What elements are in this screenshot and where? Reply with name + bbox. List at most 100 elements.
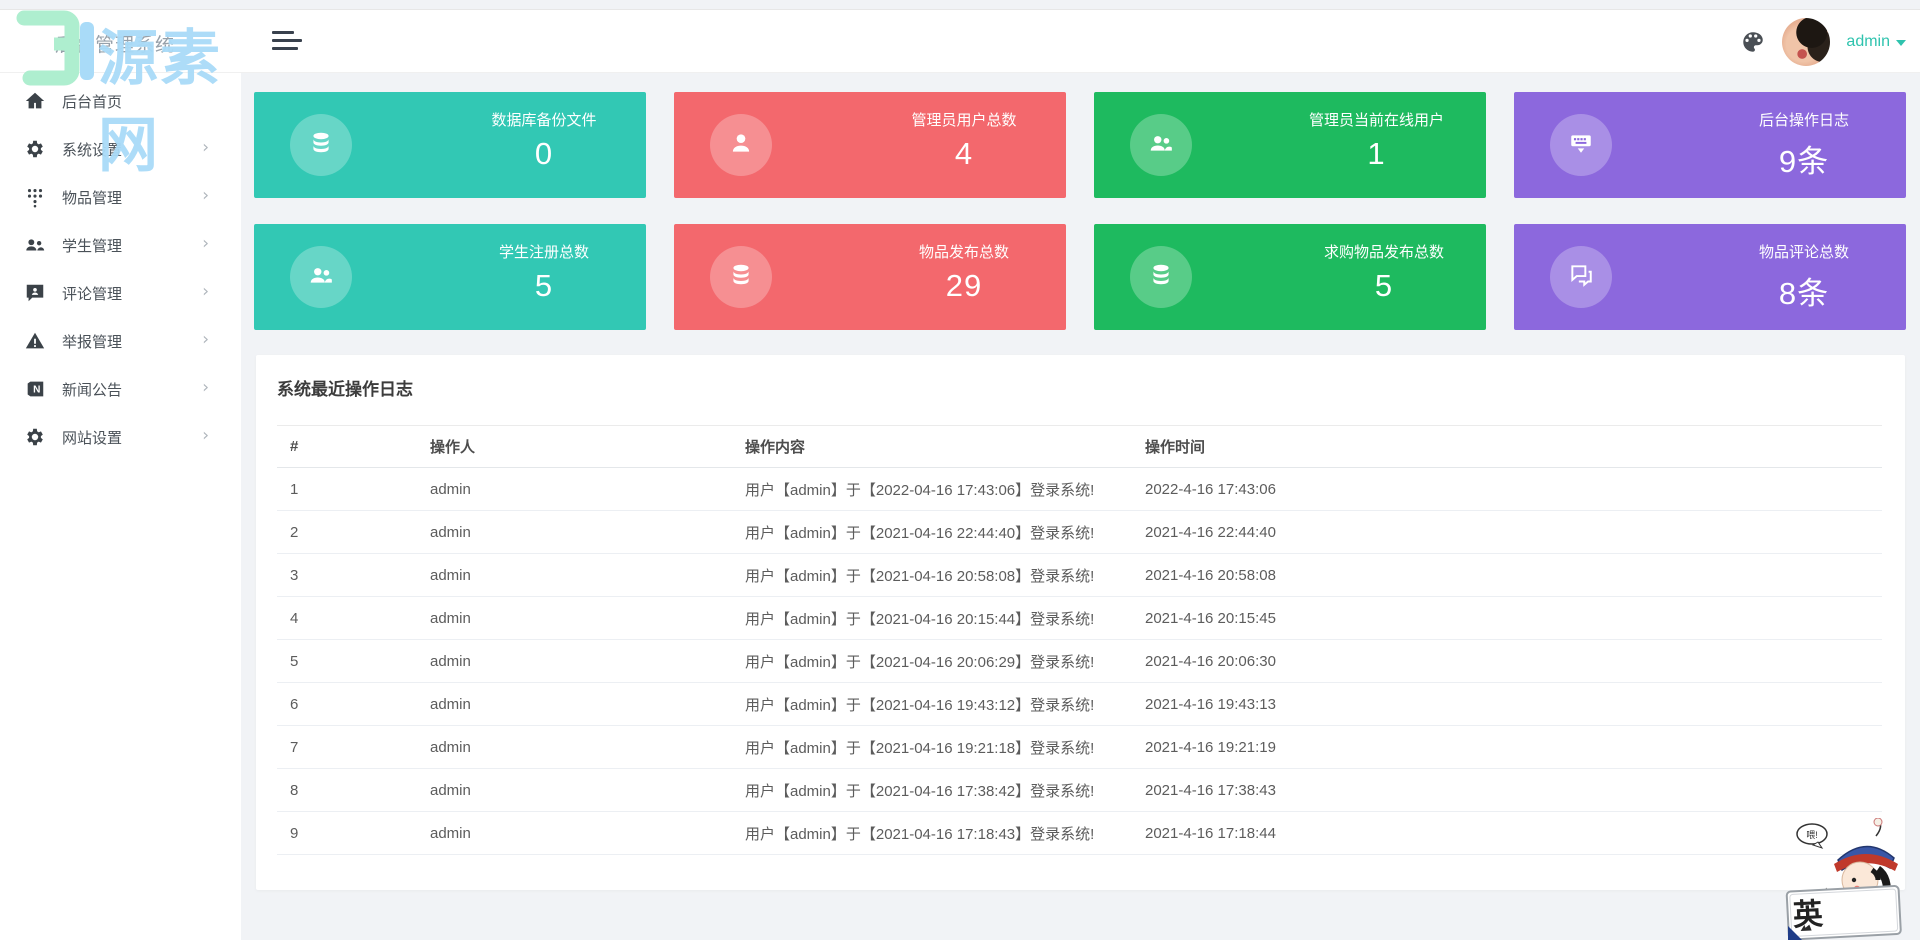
sidebar-item-reports[interactable]: 举报管理 ›	[0, 317, 241, 365]
sidebar-item-news[interactable]: N 新闻公告 ›	[0, 365, 241, 413]
col-header-index: #	[277, 425, 417, 468]
stat-card-admin-total[interactable]: 管理员用户总数 4	[674, 92, 1066, 198]
table-cell: 2021-4-16 19:43:13	[1132, 682, 1882, 726]
table-cell: 2021-4-16 20:58:08	[1132, 553, 1882, 597]
table-cell: 用户【admin】于【2021-04-16 17:38:42】登录系统!	[732, 768, 1132, 812]
table-cell: 4	[277, 596, 417, 640]
sidebar-item-students[interactable]: 学生管理 ›	[0, 221, 241, 269]
badge-card: 英	[1785, 885, 1902, 940]
database-icon	[1148, 262, 1174, 293]
table-row: 4 admin 用户【admin】于【2021-04-16 20:15:44】登录系…	[277, 596, 1882, 640]
app-title: 后台管理系统	[55, 35, 176, 56]
log-table: # 操作人 操作内容 操作时间 1 admin 用户【admin】于【2022-04…	[277, 425, 1882, 855]
table-row: 6 admin 用户【admin】于【2021-04-16 19:43:12】登录系…	[277, 682, 1882, 726]
chevron-right-icon: ›	[202, 377, 209, 398]
speech-bubble: 喂!	[1796, 823, 1828, 849]
recent-log-panel: 系统最近操作日志 # 操作人 操作内容 操作时间 1 admin 用户【admin】…	[256, 355, 1905, 890]
chevron-right-icon: ›	[202, 281, 209, 302]
sidebar-item-site-settings[interactable]: 网站设置 ›	[0, 413, 241, 461]
table-cell: 用户【admin】于【2021-04-16 17:18:43】登录系统!	[732, 811, 1132, 855]
table-cell: 2021-4-16 22:44:40	[1132, 510, 1882, 554]
news-icon: N	[24, 378, 46, 400]
table-cell: 9	[277, 811, 417, 855]
table-cell: admin	[417, 682, 732, 726]
chevron-down-icon	[1896, 39, 1906, 46]
table-cell: 8	[277, 768, 417, 812]
stat-card-goods-total[interactable]: 物品发布总数 29	[674, 224, 1066, 330]
sidebar-toggle-icon[interactable]	[272, 31, 306, 53]
stat-card-wanted-total[interactable]: 求购物品发布总数 5	[1094, 224, 1486, 330]
main-content: 数据库备份文件 0 管理员用户总数 4 管理员当前在线用户 1 后台操作日志 9条 学生…	[241, 73, 1920, 940]
table-cell: admin	[417, 639, 732, 683]
stat-value: 5	[534, 268, 554, 303]
stat-value: 29	[945, 268, 983, 303]
chevron-right-icon: ›	[202, 425, 209, 446]
users-icon	[308, 262, 334, 293]
table-cell: 1	[277, 467, 417, 511]
table-cell: admin	[417, 768, 732, 812]
warning-icon	[24, 330, 46, 352]
stat-card-admin-online[interactable]: 管理员当前在线用户 1	[1094, 92, 1486, 198]
table-cell: 用户【admin】于【2021-04-16 20:06:29】登录系统!	[732, 639, 1132, 683]
user-menu[interactable]: admin	[1846, 33, 1906, 51]
top-divider	[0, 9, 1920, 10]
stat-value: 1	[1367, 136, 1386, 171]
sidebar-item-system-settings[interactable]: 系统设置 ›	[0, 125, 241, 173]
table-cell: 2	[277, 510, 417, 554]
table-cell: 用户【admin】于【2021-04-16 19:21:18】登录系统!	[732, 725, 1132, 769]
sidebar-item-home[interactable]: 后台首页	[0, 77, 241, 125]
table-cell: 2021-4-16 19:21:19	[1132, 725, 1882, 769]
chevron-right-icon: ›	[202, 137, 209, 158]
topbar: 后台管理系统 admin	[0, 10, 1920, 73]
stat-card-student-total[interactable]: 学生注册总数 5	[254, 224, 646, 330]
table-row: 2 admin 用户【admin】于【2021-04-16 22:44:40】登录系…	[277, 510, 1882, 554]
sidebar-item-comments[interactable]: 评论管理 ›	[0, 269, 241, 317]
stat-card-op-logs[interactable]: 后台操作日志 9条	[1514, 92, 1906, 198]
table-row: 3 admin 用户【admin】于【2021-04-16 20:58:08】登录系…	[277, 553, 1882, 597]
stat-value: 4	[954, 136, 974, 171]
table-cell: admin	[417, 811, 732, 855]
table-cell: 用户【admin】于【2021-04-16 19:43:12】登录系统!	[732, 682, 1132, 726]
users-icon	[24, 234, 46, 256]
gear-icon	[24, 426, 46, 448]
table-row: 8 admin 用户【admin】于【2021-04-16 17:38:42】登录系…	[277, 768, 1882, 812]
stat-card-comment-total[interactable]: 物品评论总数 8条	[1514, 224, 1906, 330]
table-row: 7 admin 用户【admin】于【2021-04-16 19:21:18】登录系…	[277, 725, 1882, 769]
sidebar: 后台首页 系统设置 › 物品管理 › 学生管理 › 评论管理 › 举报管理 › …	[0, 73, 241, 940]
panel-title: 系统最近操作日志	[277, 380, 413, 399]
sidebar-item-goods[interactable]: 物品管理 ›	[0, 173, 241, 221]
user-avatar[interactable]	[1782, 17, 1831, 66]
stat-value: 5	[1374, 268, 1394, 303]
database-icon	[308, 130, 334, 161]
username: admin	[1846, 32, 1890, 50]
table-cell: 5	[277, 639, 417, 683]
gear-icon	[24, 138, 46, 160]
mascot-widget[interactable]: 喂! 英	[1760, 817, 1920, 940]
table-cell: 用户【admin】于【2022-04-16 17:43:06】登录系统!	[732, 467, 1132, 511]
users-icon	[1148, 130, 1174, 161]
table-cell: 用户【admin】于【2021-04-16 22:44:40】登录系统!	[732, 510, 1132, 554]
theme-palette-icon[interactable]	[1740, 29, 1766, 55]
table-cell: admin	[417, 553, 732, 597]
table-cell: admin	[417, 510, 732, 554]
table-cell: admin	[417, 467, 732, 511]
table-cell: 2021-4-16 17:18:44	[1132, 811, 1882, 855]
stat-value: 8条	[1778, 276, 1830, 311]
table-cell: 2022-4-16 17:43:06	[1132, 467, 1882, 511]
table-cell: admin	[417, 725, 732, 769]
table-row: 1 admin 用户【admin】于【2022-04-16 17:43:06】登录系…	[277, 467, 1882, 511]
stat-value: 0	[534, 136, 554, 171]
keyboard-icon	[1568, 130, 1594, 161]
home-icon	[24, 90, 46, 112]
stat-card-db-backup[interactable]: 数据库备份文件 0	[254, 92, 646, 198]
table-cell: 用户【admin】于【2021-04-16 20:15:44】登录系统!	[732, 596, 1132, 640]
table-cell: 2021-4-16 20:06:30	[1132, 639, 1882, 683]
col-header-operator: 操作人	[417, 425, 732, 468]
table-cell: admin	[417, 596, 732, 640]
table-cell: 3	[277, 553, 417, 597]
comment-icon	[24, 282, 46, 304]
grid-icon	[24, 186, 46, 208]
svg-text:喂!: 喂!	[1806, 830, 1818, 840]
table-cell: 用户【admin】于【2021-04-16 20:58:08】登录系统!	[732, 553, 1132, 597]
table-cell: 7	[277, 725, 417, 769]
